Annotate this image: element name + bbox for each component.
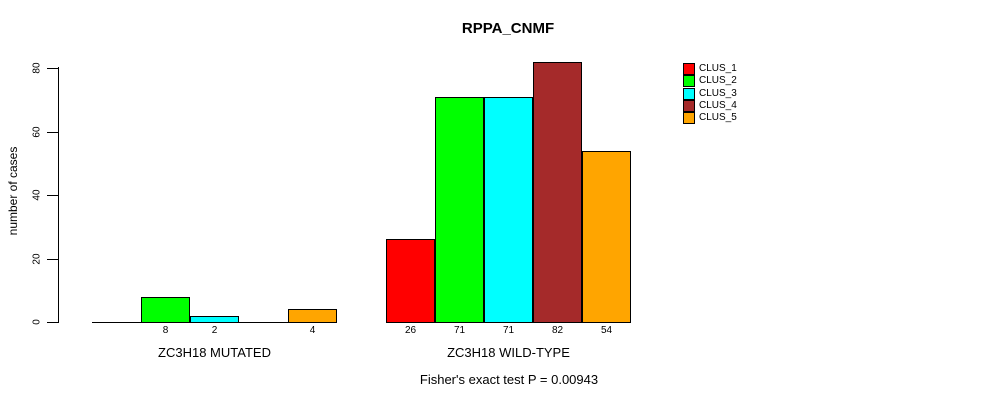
legend-swatch: [683, 87, 695, 100]
y-axis-tick-label: 40: [31, 189, 43, 201]
bar-value-label: 4: [309, 325, 316, 336]
y-axis-tick-label: 20: [31, 252, 43, 265]
annotation-footer: Fisher's exact test P = 0.00943: [419, 372, 599, 387]
bar-value-label: 26: [404, 325, 417, 336]
y-axis-line: [58, 67, 59, 323]
legend-swatch: [683, 63, 695, 75]
bar-clus_2: [141, 297, 190, 323]
y-axis-tick-label: 0: [31, 319, 43, 325]
group-label: ZC3H18 MUTATED: [158, 345, 271, 360]
y-axis-tick-label: 80: [31, 62, 43, 74]
bar-clus_5: [288, 309, 337, 323]
bar-clus_3: [190, 316, 239, 323]
bar-clus_5: [582, 151, 631, 323]
y-axis-label: number of cases: [6, 146, 20, 236]
legend-swatch: [683, 99, 695, 112]
legend-label: CLUS_5: [699, 112, 737, 124]
y-axis-tick: [47, 258, 58, 260]
bar-value-label: 8: [162, 325, 169, 336]
legend-label: CLUS_3: [699, 87, 737, 99]
y-axis-tick: [47, 68, 58, 69]
bar-clus_3: [484, 97, 533, 323]
chart-title: RPPA_CNMF: [461, 20, 555, 37]
y-axis-tick-label: 60: [31, 125, 43, 138]
bar-value-label: 71: [453, 325, 466, 336]
group-label: ZC3H18 WILD-TYPE: [447, 345, 570, 360]
legend-label: CLUS_1: [699, 63, 737, 74]
y-axis-tick: [47, 195, 58, 196]
bar-clus_4: [533, 62, 582, 323]
bar-value-label: 82: [551, 325, 564, 336]
bar-value-label: 54: [600, 325, 613, 336]
bar-value-label: 2: [211, 325, 218, 336]
bar-value-label: 71: [502, 325, 515, 336]
legend-label: CLUS_2: [699, 75, 737, 87]
bar-clus_1: [386, 239, 435, 323]
bar-clus_2: [435, 97, 484, 323]
legend-label: CLUS_4: [699, 99, 737, 111]
y-axis-tick: [47, 131, 58, 133]
y-axis-tick: [47, 322, 58, 323]
legend-swatch: [683, 75, 695, 88]
legend-swatch: [683, 112, 695, 125]
